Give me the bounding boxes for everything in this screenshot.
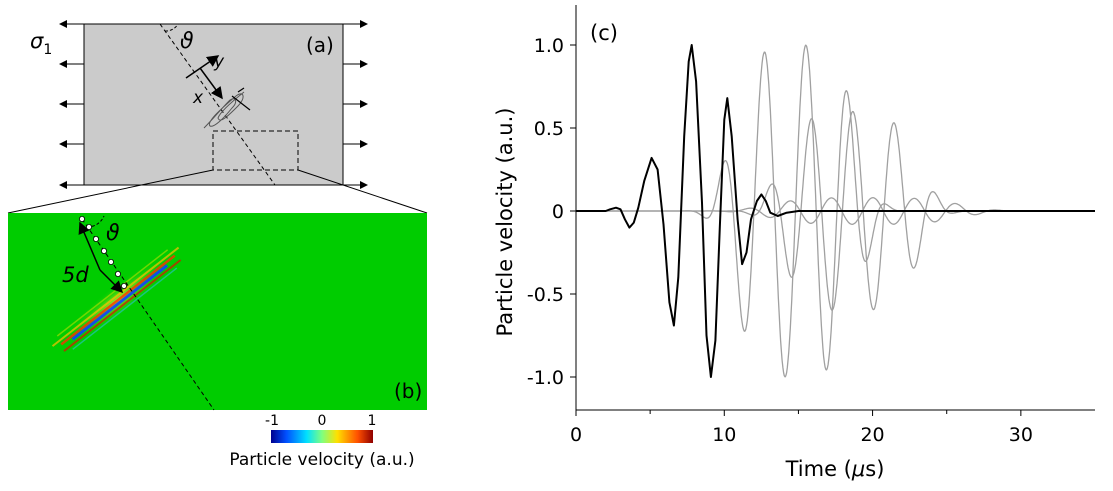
stress-arrows (59, 20, 368, 189)
y-tick-label: 0.5 (534, 118, 564, 140)
colorbar-tick: -1 (265, 413, 279, 429)
receiver-points (79, 215, 128, 289)
series-line (576, 44, 1095, 378)
y-tick-label: -1.0 (527, 367, 564, 389)
x-tick-label: 30 (1009, 424, 1033, 446)
colorbar-tick: 1 (368, 413, 377, 429)
panel-a: σ1 ϑ y x (a) (7, 20, 428, 214)
zoom-connector-left (7, 169, 214, 214)
wave-packet (203, 91, 245, 129)
colorbar-gradient (271, 430, 373, 443)
colorbar: -1 0 1 Particle velocity (a.u.) (229, 413, 414, 470)
colorbar-tick: 0 (318, 413, 327, 429)
y-tick-label: -0.5 (527, 284, 564, 306)
x-tick-label: 20 (860, 424, 884, 446)
velocity-chart: 1.0 0.5 0 -0.5 -1.0 0 10 20 30 (c) Time (μs) Pa… (493, 5, 1095, 481)
x-axis-label: x (192, 88, 204, 108)
y-axis-arrow (185, 55, 220, 79)
wavefront-marker (231, 95, 251, 111)
zoom-connector-right (297, 169, 428, 214)
x-tick-label: 10 (712, 424, 736, 446)
distance-arrow-2 (99, 269, 124, 294)
distance-arrow (78, 221, 101, 271)
panel-b-label: (b) (394, 379, 422, 403)
chart-ylabel: Particle velocity (a.u.) (493, 108, 517, 337)
angle-arc (164, 23, 179, 32)
zoom-region (212, 130, 299, 171)
panel-a-label: (a) (306, 33, 334, 57)
distance-label: 5d (62, 263, 89, 287)
colorbar-title: Particle velocity (a.u.) (229, 450, 414, 470)
angle-label-b: ϑ (106, 221, 120, 246)
stress-label: σ1 (30, 29, 52, 58)
wave-field-blob (51, 246, 182, 352)
angle-label-a: ϑ (180, 29, 194, 54)
y-axis-label: y (213, 52, 225, 72)
x-tick-label: 0 (570, 424, 582, 446)
chart-xlabel: Time (μs) (785, 457, 885, 481)
panel-c-label: (c) (590, 21, 618, 45)
y-tick-label: 1.0 (534, 35, 564, 57)
y-tick-label: 0 (552, 201, 564, 223)
x-axis-arrow (199, 67, 223, 100)
propagation-line (159, 23, 276, 186)
velocity-field (8, 213, 427, 410)
panel-b: ϑ 5d (b) (8, 213, 427, 411)
